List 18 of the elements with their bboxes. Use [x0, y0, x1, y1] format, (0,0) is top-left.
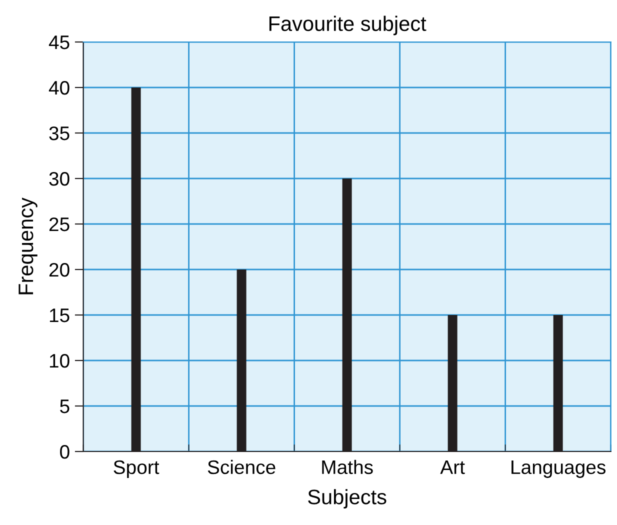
y-tick-label: 15 [50, 308, 70, 322]
x-tick-label: Languages [512, 460, 606, 478]
x-tick-label: Maths [322, 460, 373, 474]
y-tick-label: 45 [48, 36, 70, 50]
chart-title: Favourite subject [269, 16, 426, 36]
x-tick-label: Art [440, 460, 465, 474]
y-tick-label: 5 [60, 400, 70, 414]
y-tick-label: 40 [48, 80, 70, 95]
x-tick-label: Sport [114, 460, 160, 478]
y-tick-label: 20 [49, 262, 70, 277]
y-tick-label: 30 [49, 172, 70, 186]
y-tick-label: 35 [49, 126, 70, 140]
y-tick-label: 0 [60, 444, 70, 459]
y-axis-title: Frequency [18, 198, 38, 294]
y-tick-label: 10 [50, 354, 70, 368]
y-tick-label: 25 [49, 217, 70, 232]
x-axis-title: Subjects [308, 489, 386, 508]
x-tick-label: Science [208, 460, 276, 474]
